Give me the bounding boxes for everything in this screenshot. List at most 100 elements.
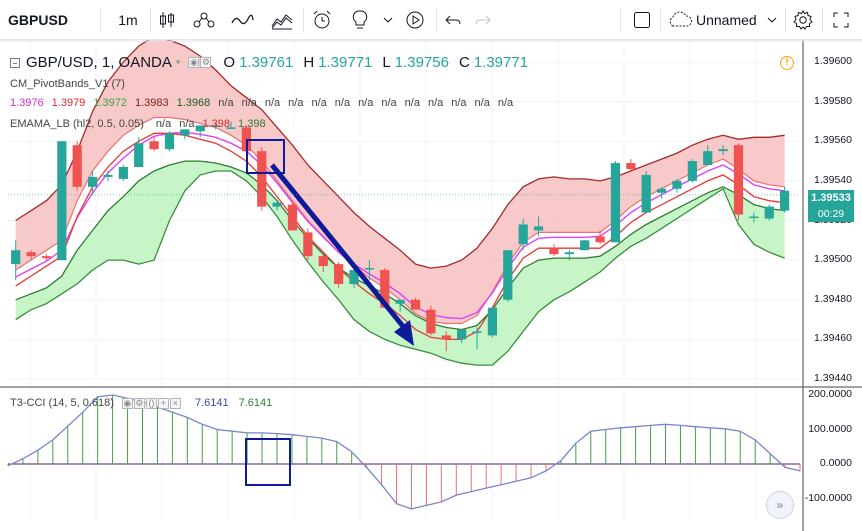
replay-icon[interactable] [400,0,430,40]
settings-icon[interactable]: ⚙ [200,57,212,68]
candle-body [518,224,528,245]
add-icon[interactable]: + [157,397,169,409]
candle-body [303,232,313,257]
pivot-legend-values: 1.3976 1.3979 1.3972 1.3983 1.3968 n/a n/a n/a n… [10,97,521,109]
candle-body [349,270,359,284]
candle-body [41,256,52,259]
templates-icon[interactable] [266,0,298,40]
price-tick-label: 1.39480 [814,292,852,305]
pivot-value: n/a [381,97,397,109]
warning-icon[interactable]: ! [780,56,794,70]
interval-button[interactable]: 1m [118,12,138,28]
pivot-value: 1.3968 [176,97,211,109]
candle-body [26,252,36,257]
toolbar-divider [150,8,151,32]
pivot-value: n/a [334,97,351,109]
eye-icon[interactable]: ◉ [188,57,200,68]
eye-icon[interactable]: ◉ [121,397,133,409]
chart-area[interactable]: GBP/USD, 1, OANDA ▾ ◉ ⚙ O 1.39761 H 1.39771… [0,40,862,531]
close-icon[interactable]: × [169,397,181,409]
candle-body [410,299,421,310]
cci-tick-label: 200.0000 [808,388,852,400]
candle-body [87,176,98,187]
price-tick-label: 1.39560 [814,134,852,147]
lower-outer-line [15,170,785,366]
chevron-down-icon[interactable] [382,0,394,40]
price-tick-label: 1.39540 [814,173,852,186]
pivot-value: n/a [241,97,257,109]
source-icon[interactable]: () [145,397,157,409]
undo-icon[interactable] [440,0,466,40]
candle-body [672,180,682,189]
collapse-icon[interactable] [10,57,20,68]
candle-body [395,299,405,304]
candle-body [226,127,236,129]
chevron-down-icon[interactable]: ▾ [175,57,181,67]
candle-body [426,309,436,334]
candle-body [703,151,713,166]
upper-outer-line [15,40,785,269]
emama-indicator-name[interactable]: EMAMA_LB (hl2, 0.5, 0.05) [10,118,144,130]
candle-body [457,329,467,340]
candles-icon[interactable] [152,0,182,40]
pivot-indicator-name[interactable]: CM_PivotBands_V1 (7) [10,78,125,90]
pivot-value: n/a [358,97,374,109]
low-label: L [382,54,391,71]
redo-icon[interactable] [470,0,496,40]
candle-body [334,264,344,284]
toolbar-divider [620,8,621,32]
top-toolbar: GBPUSD 1m Unnamed [0,0,862,40]
legend-controls: ◉ ⚙ [188,57,212,68]
pivot-legend-name: CM_PivotBands_V1 (7) [10,78,129,90]
candle-body [764,206,774,219]
candle-body [749,216,759,219]
pivot-value: n/a [497,97,514,109]
candle-body [11,250,21,265]
candle-body [487,307,498,336]
toolbar-divider [785,8,786,32]
candle-body [549,248,559,255]
candle-body [72,145,82,187]
gear-icon[interactable] [788,0,818,40]
candle-body [472,331,482,333]
compare-icon[interactable] [226,0,258,40]
candle-body [180,129,190,136]
symbol-search-button[interactable]: GBPUSD [8,12,68,28]
open-value: 1.39761 [239,54,294,71]
pivot-value: n/a [218,97,234,109]
pivot-value: 1.3976 [10,97,44,109]
ideas-icon[interactable] [344,0,376,40]
layout-name[interactable]: Unnamed [696,12,757,28]
candle-body [503,250,513,300]
toolbar-divider [660,8,661,32]
candle-body [687,161,697,181]
chevron-down-icon[interactable] [764,0,780,40]
toolbar-divider [822,8,823,32]
toolbar-divider [303,8,304,32]
candle-body [718,149,728,152]
cci-indicator-name[interactable]: T3-CCI (14, 5, 0.618) [10,397,114,409]
symbol-title[interactable]: GBP/USD, 1, OANDA [26,54,172,71]
pivot-mid-line [15,131,785,320]
pivot-value: n/a [474,97,490,109]
fullscreen-box-icon[interactable] [628,0,656,40]
expand-icon[interactable] [826,0,856,40]
countdown-tag: 00:29 [808,207,854,222]
pivot-value: n/a [451,97,467,109]
candle-body [257,151,267,207]
chart-canvas[interactable] [0,40,862,531]
candle-body [287,204,298,231]
pivot-value: n/a [404,97,420,109]
scroll-to-realtime-button[interactable]: » [766,491,794,519]
cci-legend-controls: ◉ ⚙() + × [121,397,181,409]
cloud-icon[interactable] [664,0,696,40]
settings-icon[interactable]: ⚙ [133,397,145,409]
emama-legend: EMAMA_LB (hl2, 0.5, 0.05) n/a n/a 1.398 1.3… [10,118,278,130]
cci-value-1: 7.6141 [194,397,229,409]
indicators-icon[interactable] [188,0,220,40]
emama-value: n/a [155,118,172,130]
candle-body [610,163,621,243]
alert-icon[interactable] [307,0,337,40]
cci-value-2: 7.6141 [238,397,273,409]
price-tick-label: 1.39440 [814,372,852,384]
